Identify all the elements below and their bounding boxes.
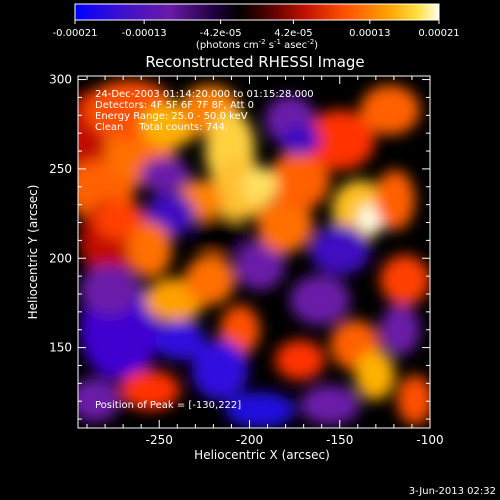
heatmap-blob	[300, 385, 360, 425]
colorbar-ticks: -0.00021 -0.00013 -4.2e-05 4.2e-05 0.00013 0.…	[53, 20, 460, 39]
y-tick-label: 200	[49, 251, 72, 265]
heatmap-blob	[355, 350, 395, 400]
heatmap-blob	[195, 215, 245, 255]
heatmap-blob	[80, 265, 140, 315]
x-tick-label: -250	[146, 433, 173, 447]
heatmap-blob	[397, 375, 433, 425]
heatmap-blob	[140, 157, 190, 193]
heatmap-blob	[360, 85, 420, 135]
heatmap-blob	[128, 222, 172, 278]
heatmap-blob	[310, 225, 370, 275]
colorbar-tick-label: 0.00021	[418, 28, 459, 39]
heatmap-blob	[155, 320, 205, 360]
heatmap-blob	[375, 170, 415, 230]
heatmap-blob	[290, 275, 350, 325]
x-tick-label: -150	[326, 433, 353, 447]
heatmap-blob	[185, 255, 235, 305]
annotation-clean: Clean Total counts: 744.	[95, 122, 228, 133]
x-tick-label: -100	[416, 433, 443, 447]
colorbar-tick-label: -0.00021	[53, 28, 98, 39]
annotation-time: 24-Dec-2003 01:14:20.000 to 01:15:28.000	[95, 89, 314, 100]
colorbar-tick-label: 0.00013	[349, 28, 390, 39]
footer-date: 3-Jun-2013 02:32	[409, 486, 496, 497]
y-tick-label: 150	[49, 341, 72, 355]
heatmap-blob	[242, 167, 278, 203]
heatmap-blob	[380, 305, 420, 355]
annotation-energy: Energy Range: 25.0 - 50.0 keV	[95, 111, 248, 122]
colorbar-tick-label: -0.00013	[122, 28, 167, 39]
colorbar-gradient	[75, 4, 439, 20]
y-axis-label: Heliocentric Y (arcsec)	[26, 185, 40, 320]
y-tick-label: 250	[49, 162, 72, 176]
heatmap-blob	[380, 255, 430, 305]
x-tick-label: -200	[236, 433, 263, 447]
chart-title: Reconstructed RHESSI Image	[145, 53, 364, 71]
y-tick-label: 300	[49, 73, 72, 87]
heatmap-blob	[275, 340, 325, 380]
annotation-detectors: Detectors: 4F 5F 6F 7F 8F, Att 0	[95, 100, 254, 111]
colorbar: -0.00021 -0.00013 -4.2e-05 4.2e-05 0.00013 0.…	[53, 4, 460, 51]
colorbar-tick-label: -4.2e-05	[200, 28, 242, 39]
x-axis-label: Heliocentric X (arcsec)	[194, 448, 330, 462]
colorbar-unit-label: (photons cm-2 s-1 asec-2)	[196, 38, 318, 51]
annotation-peak: Position of Peak = [-130,222]	[95, 400, 241, 411]
heatmap-blob	[280, 125, 320, 155]
